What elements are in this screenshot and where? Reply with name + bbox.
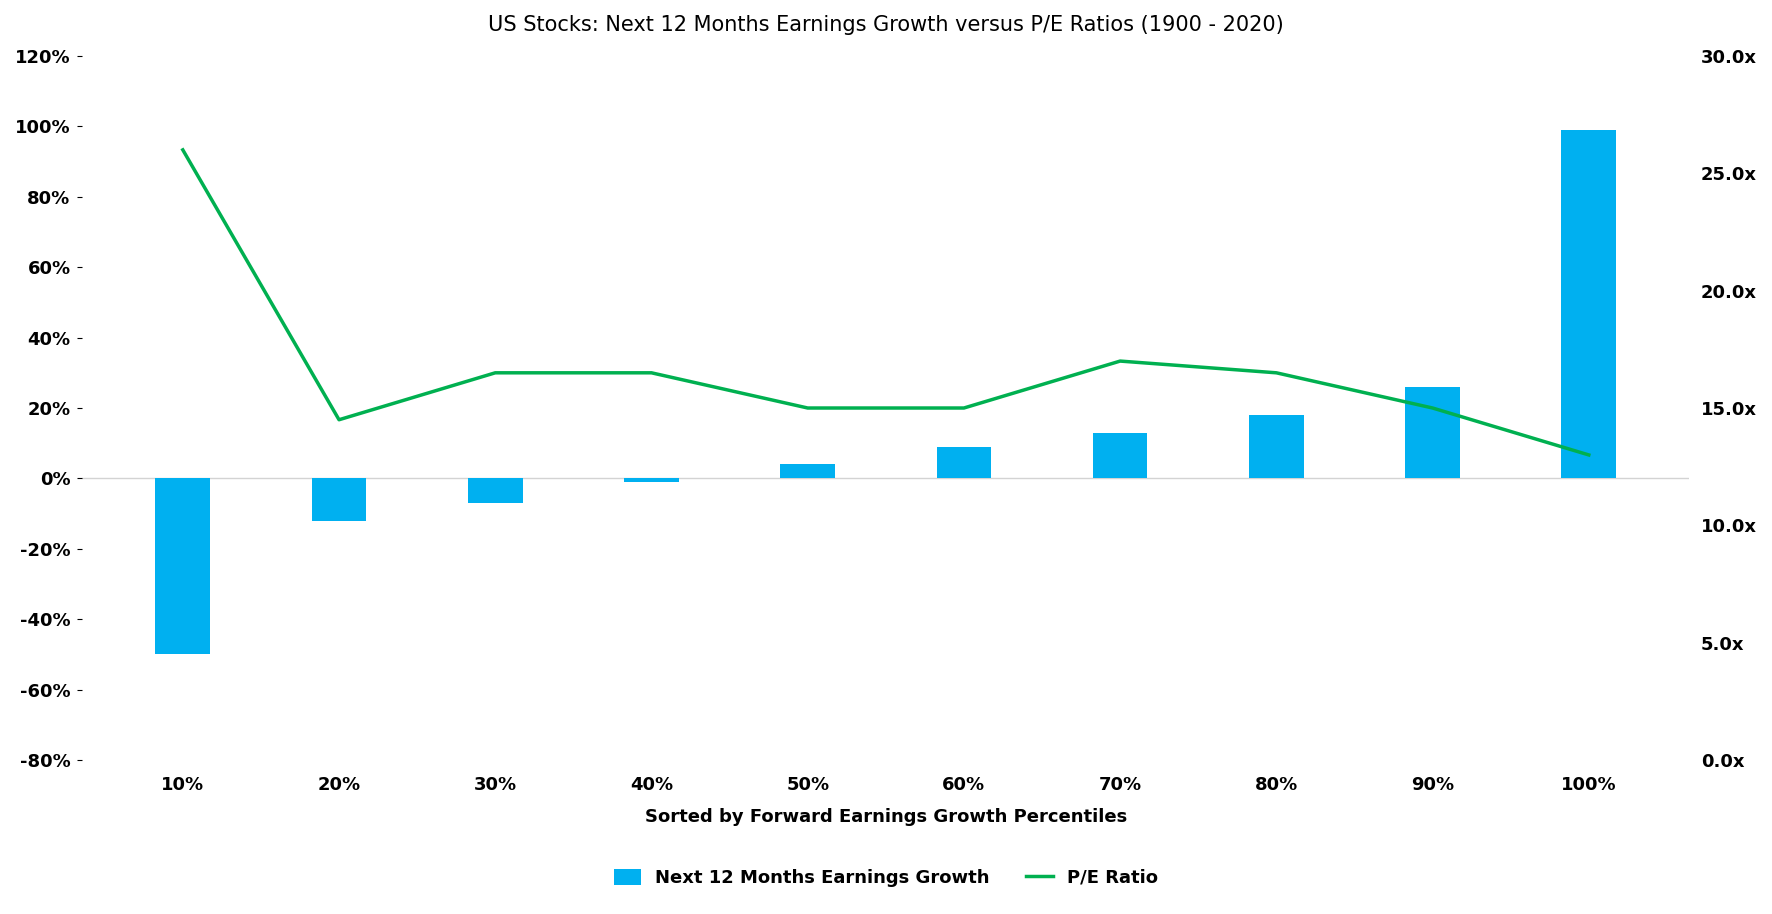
Bar — [1561, 130, 1616, 478]
Bar — [780, 464, 835, 478]
Title: US Stocks: Next 12 Months Earnings Growth versus P/E Ratios (1900 - 2020): US Stocks: Next 12 Months Earnings Growt… — [487, 15, 1283, 35]
X-axis label: Sorted by Forward Earnings Growth Percentiles: Sorted by Forward Earnings Growth Percen… — [645, 808, 1127, 826]
Bar — [1093, 432, 1148, 478]
Bar — [624, 478, 679, 482]
Bar — [156, 478, 211, 654]
Bar — [1249, 415, 1304, 478]
Bar — [937, 447, 991, 478]
Bar — [1405, 387, 1460, 478]
Bar — [312, 478, 367, 521]
Legend: Next 12 Months Earnings Growth, P/E Ratio: Next 12 Months Earnings Growth, P/E Rati… — [604, 859, 1168, 896]
Bar — [468, 478, 523, 503]
